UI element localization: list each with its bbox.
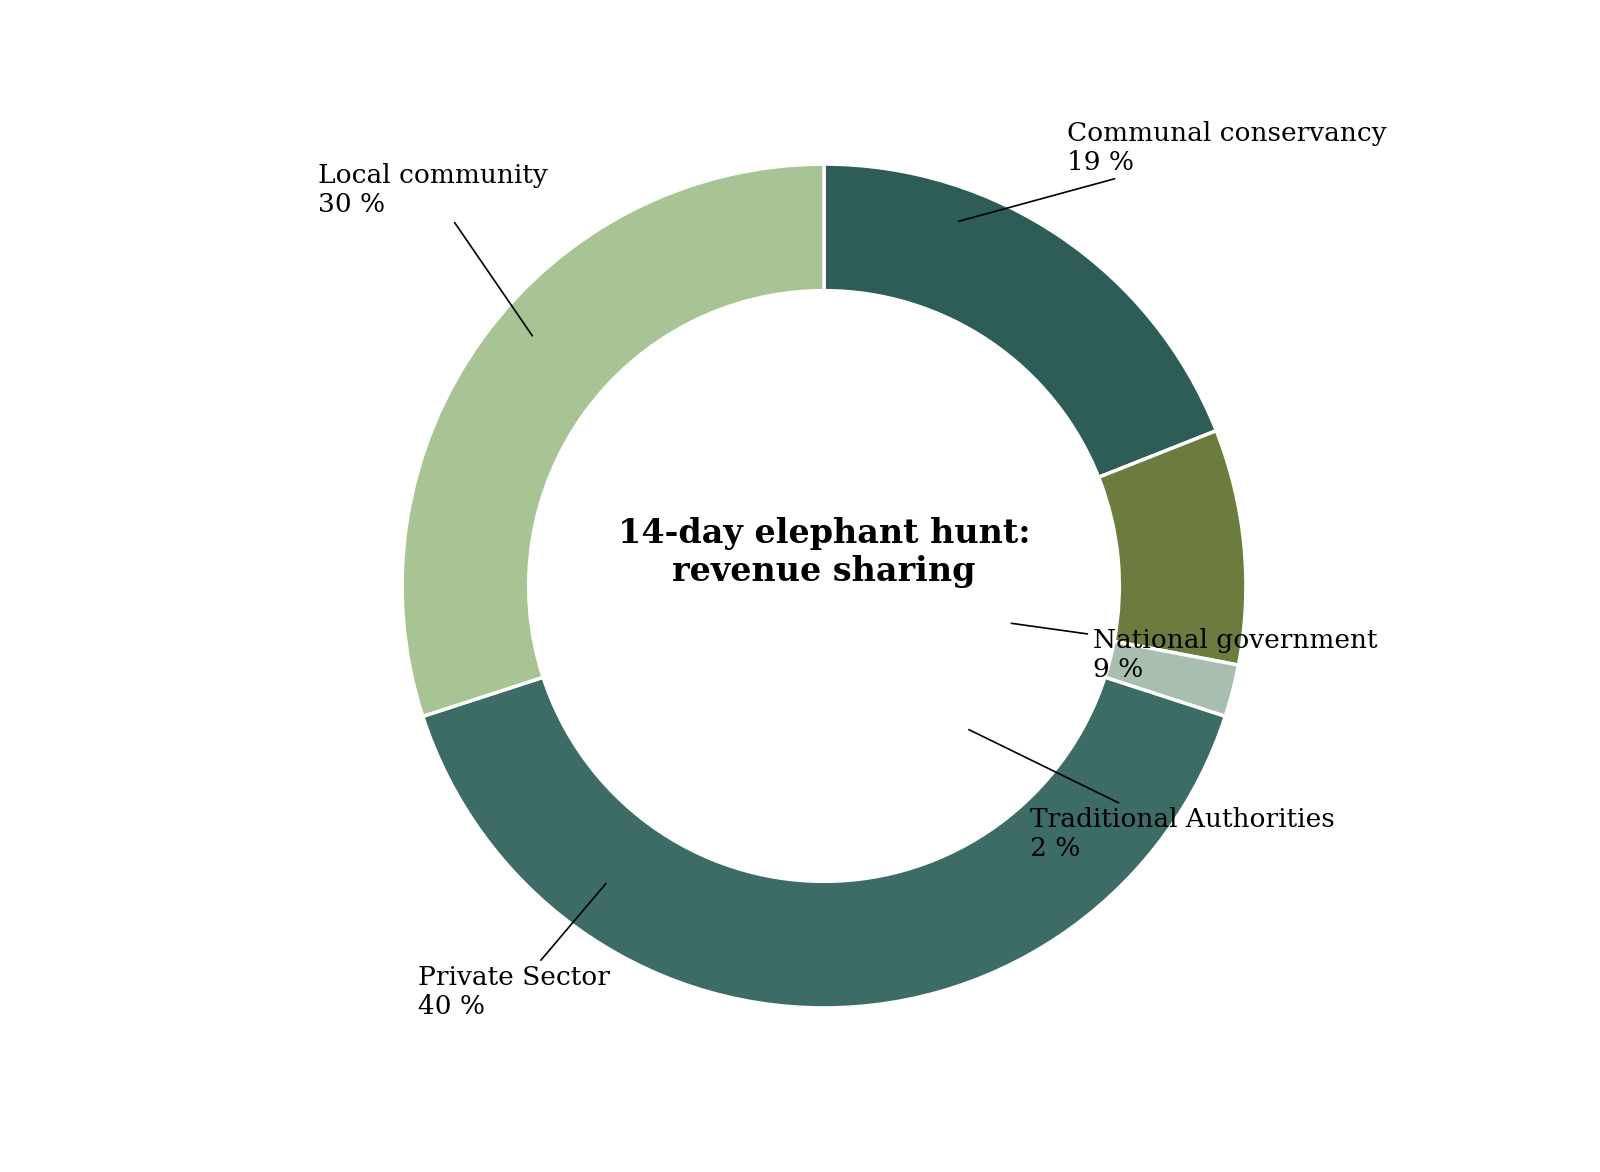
Text: Local community
30 %: Local community 30 % bbox=[318, 163, 547, 336]
Text: Traditional Authorities
2 %: Traditional Authorities 2 % bbox=[970, 730, 1334, 861]
Text: Private Sector
40 %: Private Sector 40 % bbox=[418, 884, 610, 1020]
Text: 14-day elephant hunt:
revenue sharing: 14-day elephant hunt: revenue sharing bbox=[618, 517, 1030, 588]
Text: National government
9 %: National government 9 % bbox=[1011, 624, 1378, 682]
Wedge shape bbox=[1106, 641, 1238, 716]
Wedge shape bbox=[824, 164, 1216, 477]
Wedge shape bbox=[1099, 430, 1246, 665]
Wedge shape bbox=[402, 164, 824, 716]
Wedge shape bbox=[422, 677, 1226, 1008]
Text: Communal conservancy
19 %: Communal conservancy 19 % bbox=[958, 121, 1386, 222]
